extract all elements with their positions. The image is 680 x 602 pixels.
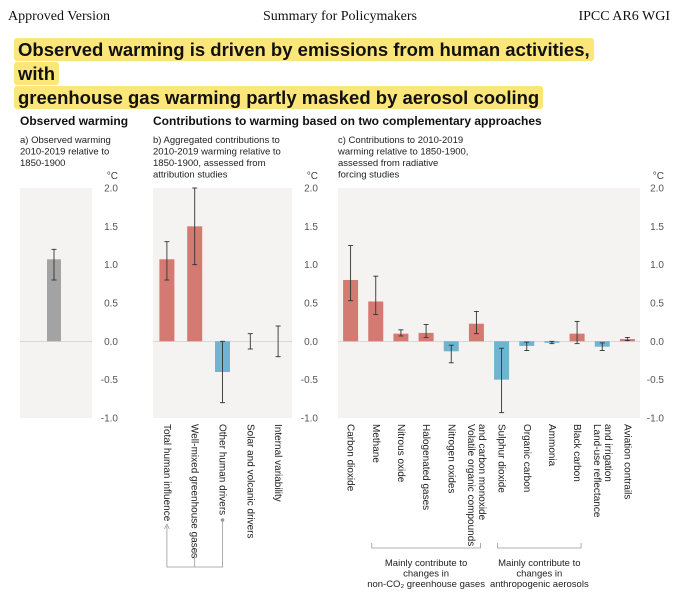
panel-c-y-tick: 2.0: [650, 184, 664, 195]
category-label-b-0: Total human influence: [161, 424, 172, 522]
panel-c-background: [338, 188, 640, 418]
category-label-c-10: and irrigation: [602, 424, 613, 482]
panel-b-bracket-dot: [192, 551, 197, 555]
panel-a-y-tick: -1.0: [101, 414, 119, 425]
group-label-1: Mainly contribute to: [498, 558, 580, 569]
group-label-1: anthropogenic aerosols: [490, 579, 589, 590]
bar-c-2: [393, 333, 409, 342]
category-label-c-8: Ammonia: [546, 424, 557, 467]
panel-b-y-tick: 0.5: [304, 299, 318, 310]
group-label-0: changes in: [403, 569, 449, 580]
panel-c-y-tick: 0.5: [650, 299, 664, 310]
observed-warming-title: Observed warming: [20, 114, 128, 128]
panel-c-y-tick: 1.5: [650, 222, 664, 233]
panel-b-subtitle: b) Aggregated contributions to: [153, 135, 280, 146]
group-bracket-1: [497, 543, 582, 549]
category-label-c-7: Organic carbon: [521, 424, 532, 492]
panel-c-y-tick: -1.0: [647, 414, 665, 425]
panel-b-y-tick: 2.0: [304, 184, 318, 195]
panel-b-y-unit: °C: [307, 171, 318, 182]
panel-c-subtitle: c) Contributions to 2010-2019: [338, 135, 463, 146]
panel-c-y-tick: 0.0: [650, 337, 664, 348]
group-label-0: Mainly contribute to: [385, 558, 467, 569]
category-label-c-9: Black carbon: [571, 424, 582, 482]
headline: Observed warming is driven by emissions …: [14, 38, 624, 110]
panel-b-y-tick: 1.0: [304, 260, 318, 271]
contributions-title: Contributions to warming based on two co…: [153, 114, 542, 128]
category-label-b-3: Solar and volcanic drivers: [244, 424, 255, 539]
bar-c-1: [368, 301, 384, 342]
bar-b-0: [159, 259, 175, 342]
panel-a-y-unit: °C: [107, 171, 118, 182]
panel-b-subtitle: 2010-2019 warming relative to: [153, 147, 281, 158]
category-label-b-1: Well-mixed greenhouse gases: [189, 424, 200, 558]
panel-b-bracket-dot: [220, 518, 225, 522]
category-label-b-2: Other human drivers: [217, 424, 228, 515]
panel-c-y-tick: 1.0: [650, 260, 664, 271]
group-label-1: changes in: [516, 569, 562, 580]
header-center: Summary for Policymakers: [263, 9, 417, 24]
panel-a-y-tick: 2.0: [104, 184, 118, 195]
category-label-c-6: Sulphur dioxide: [496, 424, 507, 493]
category-label-b-4: Internal variability: [272, 424, 283, 502]
panel-b-y-tick: -0.5: [301, 375, 319, 386]
panel-c-subtitle: forcing studies: [338, 170, 400, 181]
header-left: Approved Version: [8, 9, 111, 24]
category-label-c-10: Land-use reflectance: [591, 424, 602, 518]
category-label-c-11: Aviation contrails: [621, 424, 632, 499]
panel-b-y-tick: 1.5: [304, 222, 318, 233]
panel-a-y-tick: 0.0: [104, 337, 118, 348]
category-label-c-3: Halogenated gases: [420, 424, 431, 510]
headline-line-2: greenhouse gas warming partly masked by …: [14, 86, 544, 109]
panel-c-subtitle: warming relative to 1850-1900,: [337, 147, 468, 158]
panel-a-subtitle: 1850-1900: [20, 158, 65, 169]
bar-c-0: [343, 280, 359, 342]
panel-a-y-tick: -0.5: [101, 375, 119, 386]
panel-a-subtitle: a) Observed warming: [20, 135, 111, 146]
panel-b-y-tick: -1.0: [301, 414, 319, 425]
panel-b-subtitle: 1850-1900, assessed from: [153, 158, 266, 169]
category-label-c-4: Nitrogen oxides: [445, 424, 456, 493]
category-label-c-5: and carbon monoxide: [476, 424, 487, 521]
panel-b-bracket-arrow: [164, 523, 170, 530]
panel-b-bracket: [166, 520, 223, 568]
header-right: IPCC AR6 WGI: [578, 9, 670, 24]
panel-c-subtitle: assessed from radiative: [338, 158, 438, 169]
panel-a-y-tick: 1.0: [104, 260, 118, 271]
category-label-c-1: Methane: [370, 424, 381, 463]
group-bracket-0: [371, 543, 481, 549]
panel-c-y-unit: °C: [653, 171, 664, 182]
bar-b-1: [187, 226, 203, 342]
group-label-0: non-CO₂ greenhouse gases: [367, 579, 485, 590]
category-label-c-2: Nitrous oxide: [395, 424, 406, 483]
panel-a-y-tick: 1.5: [104, 222, 118, 233]
category-label-c-0: Carbon dioxide: [345, 424, 356, 492]
panel-b-subtitle: attribution studies: [153, 170, 228, 181]
panel-c-y-tick: -0.5: [647, 375, 665, 386]
bar-a-0: [47, 259, 61, 342]
category-label-c-5: Volatile organic compounds: [465, 424, 476, 546]
panel-a-subtitle: 2010-2019 relative to: [20, 147, 109, 158]
panel-b-y-tick: 0.0: [304, 337, 318, 348]
panel-a-y-tick: 0.5: [104, 299, 118, 310]
